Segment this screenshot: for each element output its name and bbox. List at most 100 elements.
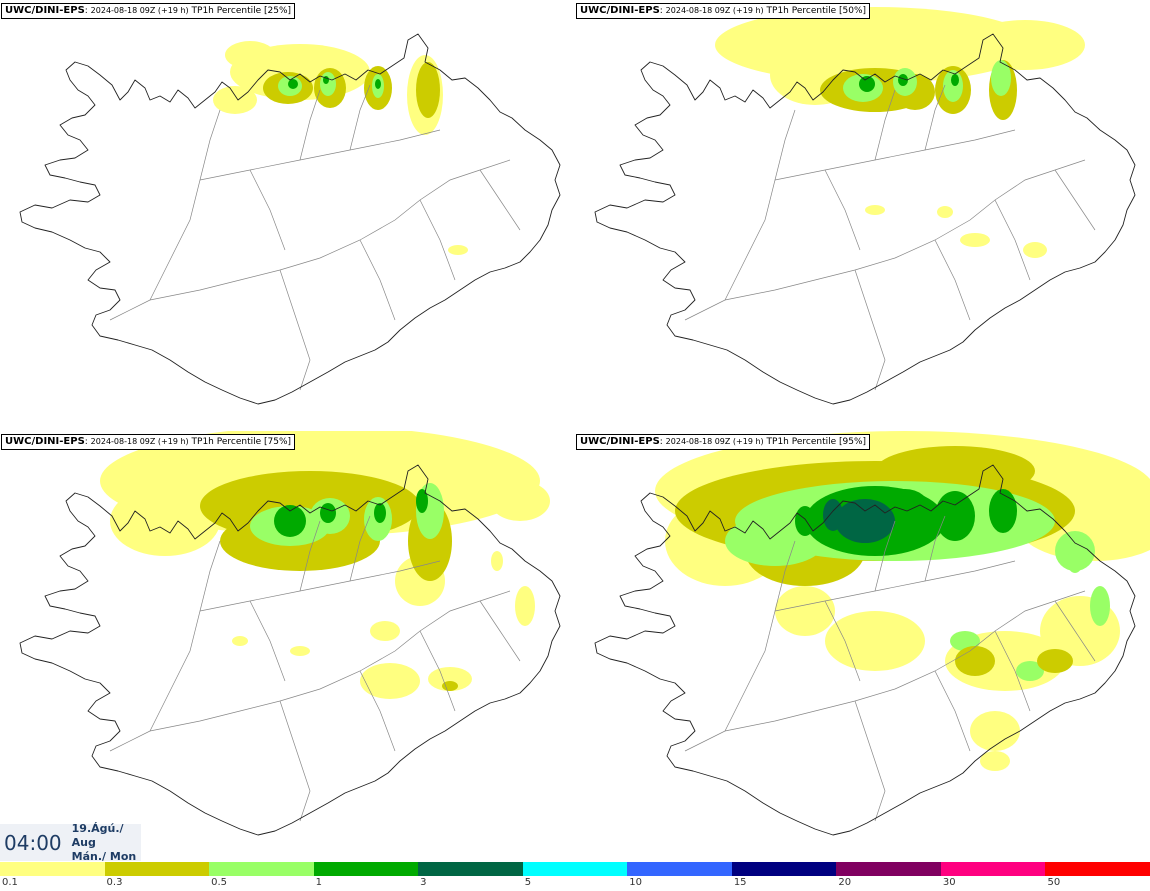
precip-area <box>1037 649 1073 673</box>
precip-area <box>1067 549 1083 573</box>
colorbar-segment <box>940 862 1046 876</box>
iceland-map <box>594 7 1136 405</box>
iceland-map <box>19 33 561 405</box>
road-line <box>249 169 286 251</box>
coastline <box>594 464 1136 836</box>
road-line <box>359 239 396 321</box>
road-line <box>249 600 286 682</box>
precip-area <box>428 667 472 691</box>
road-line <box>419 199 456 281</box>
map-panel-p95: UWC/DINI-EPS: 2024-08-18 09Z (+19 h) TP1… <box>575 431 1150 861</box>
colorbar-tick-label: 30 <box>942 877 956 888</box>
precip-field <box>100 431 550 699</box>
precip-area <box>416 489 428 513</box>
run-label: 2024-08-18 09Z (+19 h) <box>665 6 764 15</box>
road-line <box>419 630 456 712</box>
precip-area <box>989 489 1017 533</box>
precip-area <box>937 206 953 218</box>
precip-area <box>274 505 306 537</box>
precip-area <box>951 74 959 86</box>
road-line <box>774 129 1016 181</box>
precip-area <box>374 503 386 523</box>
map-panel-p50: UWC/DINI-EPS: 2024-08-18 09Z (+19 h) TP1… <box>575 0 1150 430</box>
road-line <box>934 239 971 321</box>
colorbar-tick-label: 10 <box>629 877 642 888</box>
colorbar-segment <box>209 862 314 876</box>
precip-area <box>898 74 908 86</box>
precip-field <box>715 7 1085 258</box>
coastline <box>19 33 561 405</box>
road-line <box>824 600 861 682</box>
precip-area <box>232 636 248 646</box>
road-line <box>724 540 796 732</box>
valid-date-line: 19.Ágú./ Aug <box>71 821 124 849</box>
product-label: TP1h Percentile [95%] <box>766 437 867 447</box>
colorbar-tick-label: 50 <box>1047 877 1061 888</box>
road-line <box>279 269 311 391</box>
precip-area <box>515 586 535 626</box>
panel-title: UWC/DINI-EPS: 2024-08-18 09Z (+19 h) TP1… <box>1 434 296 450</box>
coastline <box>594 33 1136 405</box>
precip-area <box>491 551 503 571</box>
panel-title: UWC/DINI-EPS: 2024-08-18 09Z (+19 h) TP1… <box>576 3 871 19</box>
panel-title: UWC/DINI-EPS: 2024-08-18 09Z (+19 h) TP1… <box>576 434 871 450</box>
colorbar-segment <box>836 862 941 876</box>
valid-time-box: 04:00 19.Ágú./ Aug Mán./ Mon <box>0 822 141 864</box>
colorbar-tick-label: 1 <box>315 877 322 888</box>
precip-area <box>943 70 963 102</box>
road-line <box>479 169 521 231</box>
product-label: TP1h Percentile [25%] <box>191 6 292 16</box>
precip-area <box>213 86 257 114</box>
road-line <box>924 515 946 582</box>
iceland-map <box>594 431 1150 836</box>
run-label: 2024-08-18 09Z (+19 h) <box>90 437 189 446</box>
precip-area <box>490 481 550 521</box>
precip-area <box>1090 586 1110 626</box>
precip-area <box>110 486 220 556</box>
road-line <box>1054 600 1096 662</box>
colorbar-tick-label: 20 <box>838 877 852 888</box>
road-line <box>349 515 371 582</box>
precip-area <box>991 60 1011 96</box>
road-line <box>1054 169 1096 231</box>
model-label: UWC/DINI-EPS <box>580 5 660 16</box>
road-line <box>199 560 441 612</box>
precip-area <box>370 621 400 641</box>
road-line <box>299 89 321 161</box>
road-line <box>149 540 221 732</box>
iceland-map <box>19 431 561 836</box>
model-label: UWC/DINI-EPS <box>5 5 85 16</box>
road-line <box>724 109 796 301</box>
road-line <box>934 670 971 752</box>
road-line <box>149 109 221 301</box>
colorbar-ticks: 0.1 0.3 0.5 1 3 5 10 15 20 30 50 <box>0 877 1150 891</box>
valid-time-date: 19.Ágú./ Aug Mán./ Mon <box>72 822 141 864</box>
map-panel-p25: UWC/DINI-EPS: 2024-08-18 09Z (+19 h) TP1… <box>0 0 575 430</box>
panel-title: UWC/DINI-EPS: 2024-08-18 09Z (+19 h) TP1… <box>1 3 296 19</box>
colorbar-tick-label: 0.1 <box>2 877 18 888</box>
colorbar-segment <box>418 862 523 876</box>
precip-area <box>825 611 925 671</box>
precip-area <box>935 491 975 541</box>
road-line <box>684 159 1086 321</box>
road-line <box>359 670 396 752</box>
precip-area <box>448 245 468 255</box>
precip-area <box>823 499 843 531</box>
precip-area <box>835 499 895 543</box>
precip-area <box>290 646 310 656</box>
precip-area <box>775 586 835 636</box>
road-line <box>299 520 321 592</box>
precip-area <box>859 76 875 92</box>
road-line <box>994 199 1031 281</box>
colorbar-segment <box>104 862 210 876</box>
road-line <box>854 269 886 391</box>
colorbar-tick-label: 3 <box>420 877 427 888</box>
road-line <box>854 700 886 822</box>
precip-area <box>320 72 336 96</box>
colorbar-segment <box>0 862 105 876</box>
precip-area <box>865 205 885 215</box>
precip-area <box>1016 661 1044 681</box>
coastline <box>19 464 561 836</box>
road-line <box>109 159 511 321</box>
run-label: 2024-08-18 09Z (+19 h) <box>665 437 764 446</box>
